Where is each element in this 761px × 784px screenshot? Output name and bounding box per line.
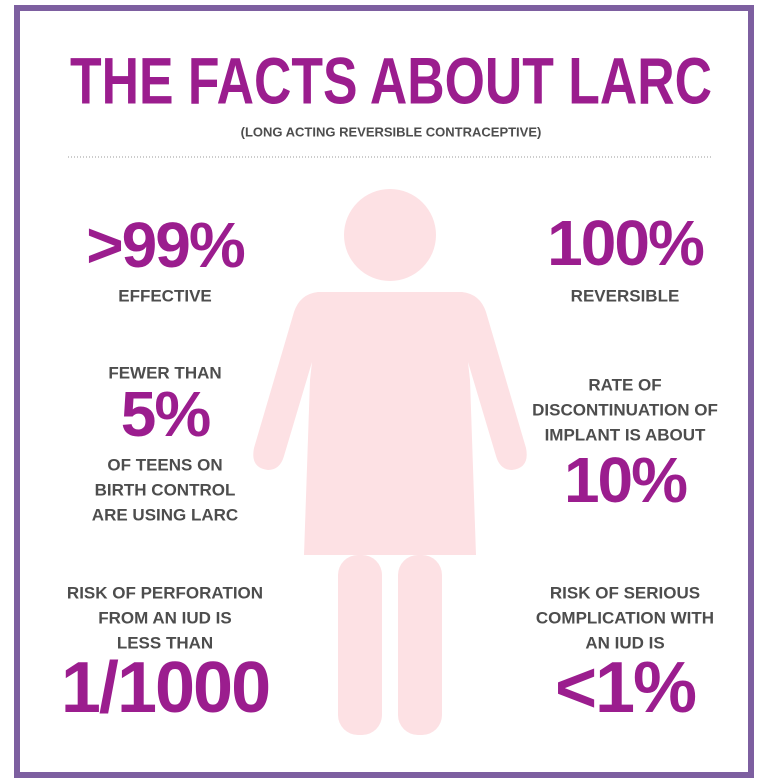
fact-text: LESS THAN: [117, 633, 213, 652]
fact-text: ARE USING LARC: [92, 505, 238, 524]
fact-text: EFFECTIVE: [118, 286, 212, 305]
subtitle: (LONG ACTING REVERSIBLE CONTRACEPTIVE): [241, 124, 542, 139]
fact-text: FROM AN IUD IS: [98, 608, 231, 627]
title: THE FACTS ABOUT LARC: [70, 43, 712, 117]
stat: <1%: [555, 648, 696, 728]
fact-text: DISCONTINUATION OF: [532, 400, 718, 419]
fact-text: FEWER THAN: [108, 363, 221, 382]
fact-text: RATE OF: [588, 375, 661, 394]
stat: 1/1000: [61, 648, 269, 728]
fact-text: BIRTH CONTROL: [95, 480, 236, 499]
stat: 100%: [547, 207, 704, 279]
fact-text: RISK OF PERFORATION: [67, 583, 263, 602]
fact-text: COMPLICATION WITH: [536, 608, 714, 627]
fact-text: OF TEENS ON: [107, 455, 222, 474]
fact-text: REVERSIBLE: [571, 286, 680, 305]
fact-text: RISK OF SERIOUS: [550, 583, 700, 602]
fact-text: AN IUD IS: [585, 633, 664, 652]
stat: 5%: [121, 378, 211, 450]
stat: 10%: [564, 444, 687, 516]
fact-text: IMPLANT IS ABOUT: [545, 425, 706, 444]
woman-figure: [253, 189, 527, 735]
stat: >99%: [86, 209, 245, 281]
